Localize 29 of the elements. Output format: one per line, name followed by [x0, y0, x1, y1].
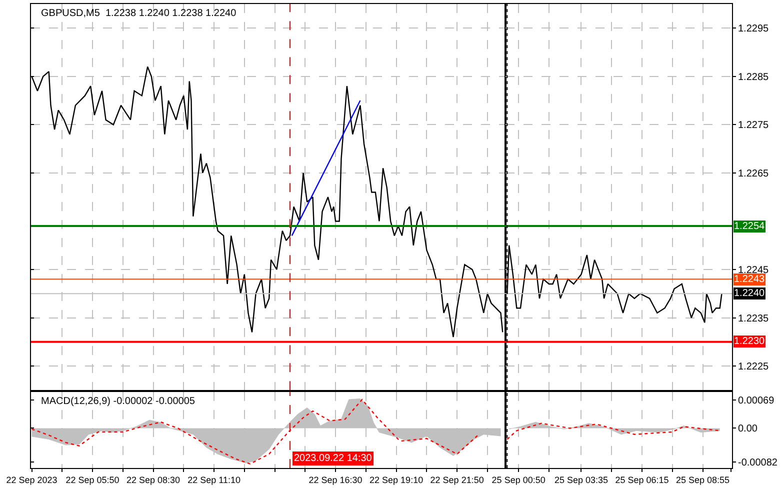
- ref-line-label: 1.2240: [734, 288, 766, 299]
- x-tick-label: 22 Sep 11:10: [188, 474, 240, 485]
- y-tick-label: 1.2245: [738, 264, 770, 276]
- x-tick-label: 25 Sep 00:50: [492, 474, 546, 485]
- x-tick-label: 22 Sep 08:30: [126, 474, 180, 485]
- y-tick-label: 1.2295: [738, 24, 770, 35]
- x-tick-label: 25 Sep 03:35: [554, 474, 608, 485]
- ref-line-label: 1.2254: [734, 221, 766, 232]
- x-tick-label: 25 Sep 06:15: [615, 474, 669, 485]
- ref-line-label: 2023.09.22 14:30: [294, 453, 372, 464]
- chart-title: GBPUSD,M5 1.2238 1.2240 1.2238 1.2240: [41, 8, 237, 19]
- x-tick-label: 22 Sep 19:10: [370, 474, 424, 485]
- ref-line-label: 1.2243: [734, 274, 766, 285]
- y-tick-label: 0.00069: [738, 395, 775, 406]
- y-tick-label: 0.00: [738, 424, 758, 435]
- ref-line-label: 1.2230: [734, 336, 766, 347]
- y-tick-label: 1.2225: [738, 362, 770, 373]
- y-tick-label: 1.2265: [738, 168, 770, 180]
- y-tick-label: 1.2285: [738, 72, 770, 83]
- x-tick-label: 22 Sep 21:50: [430, 474, 484, 485]
- x-tick-label: 25 Sep 08:55: [676, 474, 730, 485]
- y-tick-label: 1.2275: [738, 120, 770, 132]
- y-tick-label: 1.2235: [738, 313, 770, 324]
- chart-title: MACD(12,26,9) -0.00002 -0.00005: [41, 396, 196, 407]
- x-tick-label: 22 Sep 2023: [6, 474, 58, 485]
- line-series: [506, 422, 720, 440]
- x-tick-label: 22 Sep 16:30: [308, 474, 362, 485]
- x-tick-label: 22 Sep 05:50: [66, 474, 120, 485]
- y-tick-label: -0.00082: [738, 457, 778, 468]
